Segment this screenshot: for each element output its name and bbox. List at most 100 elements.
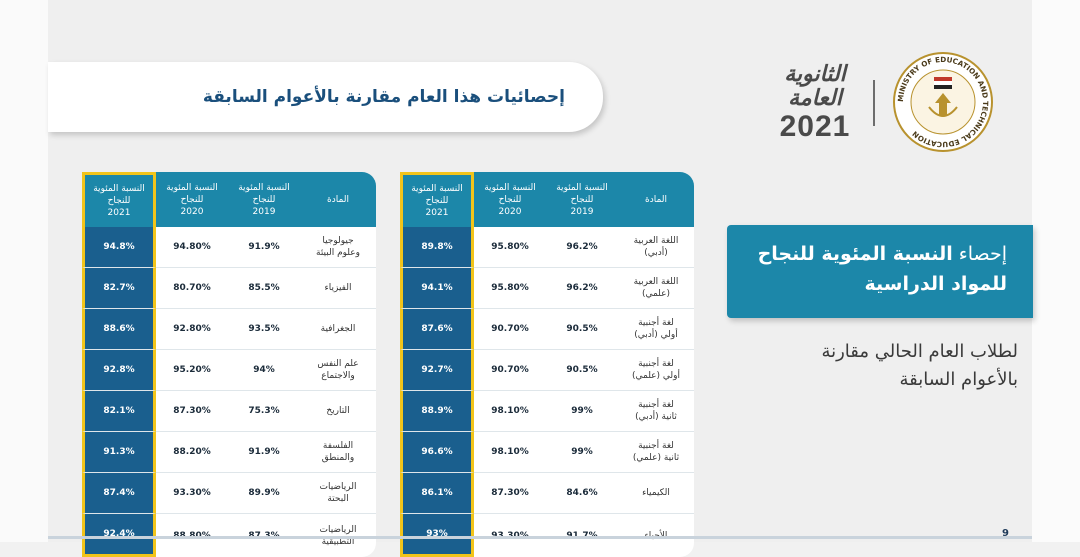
- value-2019-cell: 94%: [228, 350, 300, 391]
- subject-cell: الرياضيات البحتة: [300, 473, 376, 514]
- subject-cell: لغة أجنبية أولي (أدبي): [618, 309, 694, 350]
- logo-divider: [873, 80, 875, 126]
- col-2019-header: النسبة المئوية للنجاح 2019: [228, 172, 300, 227]
- col-2020-header: النسبة المئوية للنجاح 2020: [156, 172, 228, 227]
- sub-text-line1: لطلاب العام الحالي مقارنة: [821, 341, 1018, 362]
- value-2020-cell: 87.30%: [474, 473, 546, 514]
- stats-table-right: المادة النسبة المئوية للنجاح 2019 النسبة ا…: [400, 172, 694, 557]
- subject-cell: لغة أجنبية أولي (علمي): [618, 350, 694, 391]
- value-2020-cell: 93.30%: [156, 473, 228, 514]
- value-2021-cell: 92.8%: [82, 350, 156, 391]
- sub-text-line2: بالأعوام السابقة: [899, 369, 1018, 390]
- value-2019-cell: 90.5%: [546, 309, 618, 350]
- frame-left: [0, 0, 48, 542]
- value-2021-cell: 82.7%: [82, 268, 156, 309]
- value-2019-cell: 91.9%: [228, 227, 300, 268]
- thanaweya-logo: الثانوية العامة 2021: [765, 62, 865, 152]
- table-row: الفلسفة والمنطق 91.9% 88.20% 91.3%: [82, 432, 376, 473]
- value-2021-cell: 87.6%: [400, 309, 474, 350]
- table-row: لغة أجنبية ثانية (أدبي) 99% 98.10% 88.9%: [400, 391, 694, 432]
- subject-cell: الفيزياء: [300, 268, 376, 309]
- value-2019-cell: 90.5%: [546, 350, 618, 391]
- table-header-row: المادة النسبة المئوية للنجاح 2019 النسبة ا…: [82, 172, 376, 227]
- table-row: لغة أجنبية أولي (أدبي) 90.5% 90.70% 87.6%: [400, 309, 694, 350]
- value-2020-cell: 92.80%: [156, 309, 228, 350]
- table-row: اللغة العربية (أدبي) 96.2% 95.80% 89.8%: [400, 227, 694, 268]
- ministry-seal-icon: MINISTRY OF EDUCATION AND TECHNICAL EDUC…: [893, 52, 993, 152]
- value-2020-cell: 98.10%: [474, 432, 546, 473]
- sub-text: لطلاب العام الحالي مقارنة بالأعوام الساب…: [740, 338, 1018, 394]
- value-2020-cell: 95.80%: [474, 227, 546, 268]
- subject-cell: علم النفس والاجتماع: [300, 350, 376, 391]
- value-2019-cell: 89.9%: [228, 473, 300, 514]
- value-2021-cell: 88.9%: [400, 391, 474, 432]
- table-row: لغة أجنبية ثانية (علمي) 99% 98.10% 96.6%: [400, 432, 694, 473]
- stats-table-left: المادة النسبة المئوية للنجاح 2019 النسبة ا…: [82, 172, 376, 557]
- table-row: الرياضيات البحتة 89.9% 93.30% 87.4%: [82, 473, 376, 514]
- header-bar: إحصائيات هذا العام مقارنة بالأعوام الساب…: [48, 62, 603, 132]
- subject-cell: جيولوجيا وعلوم البيئة: [300, 227, 376, 268]
- value-2020-cell: 98.10%: [474, 391, 546, 432]
- value-2019-cell: 85.5%: [228, 268, 300, 309]
- stat-box: إحصاء النسبة المئوية للنجاح للمواد الدرا…: [727, 225, 1033, 318]
- col-2021-header: النسبة المئوية للنجاح 2021: [82, 172, 156, 227]
- table-row: علم النفس والاجتماع 94% 95.20% 92.8%: [82, 350, 376, 391]
- table-row: جيولوجيا وعلوم البيئة 91.9% 94.80% 94.8%: [82, 227, 376, 268]
- value-2020-cell: 80.70%: [156, 268, 228, 309]
- table-row: الفيزياء 85.5% 80.70% 82.7%: [82, 268, 376, 309]
- value-2019-cell: 96.2%: [546, 227, 618, 268]
- value-2019-cell: 91.9%: [228, 432, 300, 473]
- table-row: الكيمياء 84.6% 87.30% 86.1%: [400, 473, 694, 514]
- value-2020-cell: 95.20%: [156, 350, 228, 391]
- value-2021-cell: 87.4%: [82, 473, 156, 514]
- subject-cell: الجغرافية: [300, 309, 376, 350]
- value-2020-cell: 94.80%: [156, 227, 228, 268]
- subject-cell: اللغة العربية (أدبي): [618, 227, 694, 268]
- value-2021-cell: 89.8%: [400, 227, 474, 268]
- table-row: لغة أجنبية أولي (علمي) 90.5% 90.70% 92.7%: [400, 350, 694, 391]
- value-2019-cell: 99%: [546, 432, 618, 473]
- value-2019-cell: 99%: [546, 391, 618, 432]
- page-number: 9: [1002, 528, 1009, 539]
- subject-cell: الكيمياء: [618, 473, 694, 514]
- logo-year: 2021: [779, 110, 851, 143]
- subject-cell: اللغة العربية (علمي): [618, 268, 694, 309]
- value-2021-cell: 94.8%: [82, 227, 156, 268]
- value-2019-cell: 93.5%: [228, 309, 300, 350]
- value-2021-cell: 88.6%: [82, 309, 156, 350]
- value-2020-cell: 87.30%: [156, 391, 228, 432]
- page-title: إحصائيات هذا العام مقارنة بالأعوام الساب…: [202, 87, 565, 107]
- col-2020-header: النسبة المئوية للنجاح 2020: [474, 172, 546, 227]
- value-2021-cell: 82.1%: [82, 391, 156, 432]
- subject-cell: لغة أجنبية ثانية (أدبي): [618, 391, 694, 432]
- value-2020-cell: 88.20%: [156, 432, 228, 473]
- value-2019-cell: 96.2%: [546, 268, 618, 309]
- stat-box-line1-a: إحصاء: [952, 243, 1007, 265]
- table-row: الرياضياتالتطبيقية87.3%88.80%92.4%: [82, 514, 376, 557]
- table-row: اللغة العربية (علمي) 96.2% 95.80% 94.1%: [400, 268, 694, 309]
- value-2020-cell: 90.70%: [474, 309, 546, 350]
- stat-box-line1-b: النسبة المئوية للنجاح: [757, 243, 953, 265]
- table-row: الجغرافية 93.5% 92.80% 88.6%: [82, 309, 376, 350]
- value-2021-cell: 92.7%: [400, 350, 474, 391]
- frame-right: [1032, 0, 1080, 542]
- col-subject-header: المادة: [618, 172, 694, 227]
- value-2019-cell: 84.6%: [546, 473, 618, 514]
- value-2021-cell: 91.3%: [82, 432, 156, 473]
- value-2021-cell: 96.6%: [400, 432, 474, 473]
- table-header-row: المادة النسبة المئوية للنجاح 2019 النسبة ا…: [400, 172, 694, 227]
- col-2019-header: النسبة المئوية للنجاح 2019: [546, 172, 618, 227]
- value-2021-cell: 94.1%: [400, 268, 474, 309]
- col-2021-header: النسبة المئوية للنجاح 2021: [400, 172, 474, 227]
- value-2020-cell: 90.70%: [474, 350, 546, 391]
- value-2020-cell: 95.80%: [474, 268, 546, 309]
- subject-cell: الفلسفة والمنطق: [300, 432, 376, 473]
- subject-cell: لغة أجنبية ثانية (علمي): [618, 432, 694, 473]
- col-subject-header: المادة: [300, 172, 376, 227]
- value-2019-cell: 75.3%: [228, 391, 300, 432]
- table-row: التاريخ 75.3% 87.30% 82.1%: [82, 391, 376, 432]
- bottom-rule: [48, 536, 1032, 539]
- subject-cell: التاريخ: [300, 391, 376, 432]
- value-2021-cell: 86.1%: [400, 473, 474, 514]
- stat-box-line2: للمواد الدراسية: [864, 273, 1007, 295]
